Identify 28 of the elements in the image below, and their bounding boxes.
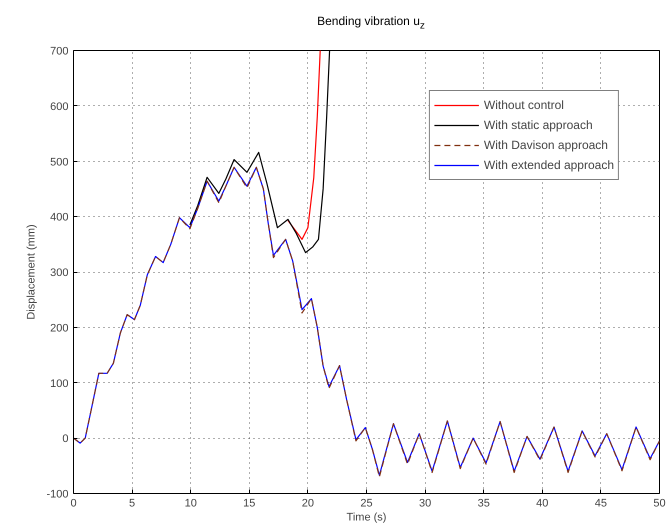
x-tick-label: 35 bbox=[478, 498, 490, 510]
y-tick-label: 700 bbox=[50, 46, 69, 58]
x-tick-label: 5 bbox=[129, 498, 136, 510]
y-tick-label: 400 bbox=[50, 212, 69, 224]
y-tick-label: 200 bbox=[50, 322, 69, 334]
legend-label: With Davison approach bbox=[484, 138, 608, 152]
y-tick-label: 100 bbox=[50, 378, 69, 390]
x-axis-title: Time (s) bbox=[346, 512, 386, 524]
x-tick-label: 40 bbox=[536, 498, 548, 510]
y-axis-title: Displacement (mm) bbox=[25, 224, 38, 320]
y-tick-label: 300 bbox=[50, 267, 69, 279]
legend-label: Without control bbox=[484, 98, 564, 112]
x-tick-label: 25 bbox=[360, 498, 373, 510]
y-tick-label: 600 bbox=[50, 100, 69, 113]
y-tick-label: 500 bbox=[50, 156, 69, 168]
x-tick-label: 30 bbox=[418, 498, 432, 510]
x-tick-label: 0 bbox=[70, 498, 77, 510]
x-tick-label: 45 bbox=[594, 498, 608, 510]
x-tick-label: 20 bbox=[302, 498, 314, 510]
chart-title: Bending vibration u$_{z}$ bbox=[317, 13, 425, 34]
legend-label: With static approach bbox=[484, 118, 593, 132]
line-series bbox=[287, 50, 321, 240]
x-tick-label: 15 bbox=[243, 498, 256, 510]
x-tick-label: 50 bbox=[653, 498, 666, 510]
y-tick-label: -100 bbox=[46, 488, 69, 500]
y-tick-label: 0 bbox=[62, 433, 69, 446]
x-tick-label: 10 bbox=[184, 498, 197, 510]
legend-label: With extended approach bbox=[484, 158, 614, 172]
